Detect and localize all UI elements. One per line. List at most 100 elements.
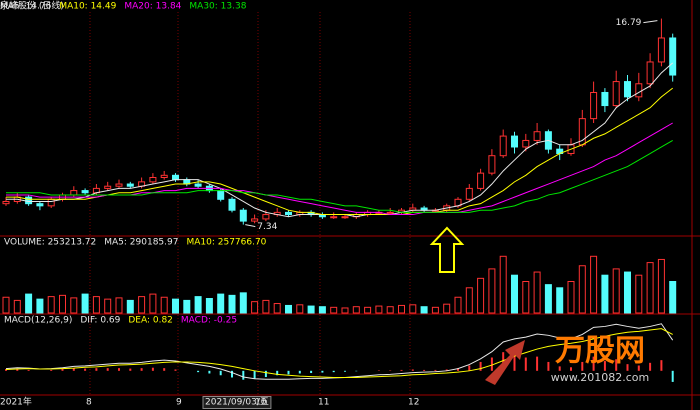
volume-bar xyxy=(13,299,21,314)
legend-entry: MA30: 13.38 xyxy=(189,2,246,12)
volume-bar xyxy=(431,306,439,314)
candle-body xyxy=(285,211,292,216)
candle-body xyxy=(488,155,496,174)
candle-body xyxy=(465,187,473,200)
annotation-arrow xyxy=(643,20,658,24)
volume-bar xyxy=(398,304,405,314)
volume-bar xyxy=(273,303,281,314)
volume-bar xyxy=(511,274,518,314)
volume-bar xyxy=(544,284,552,314)
x-tick-label: 12 xyxy=(408,398,419,408)
candle-body xyxy=(522,139,530,148)
volume-bar xyxy=(183,299,191,314)
volume-bar xyxy=(25,293,33,314)
candle-body xyxy=(25,196,33,205)
volume-bar xyxy=(352,306,360,314)
candle-body xyxy=(657,37,665,63)
volume-bar xyxy=(126,299,134,314)
volume-bar xyxy=(239,292,247,314)
volume-bar xyxy=(92,296,100,314)
legend-entry: DEA: 0.82 xyxy=(128,316,173,326)
candle-body xyxy=(81,190,89,194)
candle-body xyxy=(115,183,123,187)
volume-bar xyxy=(454,296,462,314)
candle-body xyxy=(624,81,631,98)
legend-entry: MA5: 290185.97 xyxy=(104,238,178,248)
volume-bar xyxy=(115,297,123,314)
volume-bar xyxy=(477,277,485,314)
indicator-line xyxy=(6,140,673,213)
legend-entry: VOLUME: 253213.72 xyxy=(4,238,96,248)
candle-body xyxy=(590,91,598,120)
volume-bar xyxy=(307,305,315,314)
volume-bar xyxy=(465,287,473,314)
volume-bar xyxy=(104,298,112,314)
volume-bar xyxy=(217,293,225,314)
volume-bar xyxy=(138,296,146,314)
volume-bar xyxy=(160,296,168,314)
volume-bar xyxy=(556,287,564,314)
volume-bar xyxy=(386,306,394,314)
candle-body xyxy=(635,83,643,98)
indicator-line xyxy=(5,328,673,378)
chart-title: 泉峰股份 (日线) xyxy=(0,0,64,12)
volume-bar xyxy=(262,299,270,314)
candle-body xyxy=(533,131,541,141)
volume-bar xyxy=(601,274,609,314)
watermark-title: 万股网 xyxy=(555,334,645,369)
candle-body xyxy=(104,185,112,189)
cursor-date: 2021/09/03/五 xyxy=(205,398,269,408)
candle-body xyxy=(172,174,179,181)
legend-entry: DIF: 0.69 xyxy=(80,316,120,326)
candle-body xyxy=(2,200,10,205)
candle-body xyxy=(217,190,225,200)
indicator-line xyxy=(6,87,674,216)
candle-body xyxy=(149,177,157,183)
candle-body xyxy=(330,216,338,219)
volume-bar xyxy=(567,281,575,314)
x-tick-label: 2021年 xyxy=(0,396,32,408)
volume-bar xyxy=(59,294,66,314)
volume-bar xyxy=(522,281,530,314)
volume-bar xyxy=(409,304,417,314)
legend-entry: MACD: -0.25 xyxy=(181,316,237,326)
volume-bar xyxy=(251,301,259,314)
candle-body xyxy=(194,183,202,187)
legend-entry: MA10: 257766.70 xyxy=(186,238,266,248)
volume-bar xyxy=(499,255,507,314)
volume-bar xyxy=(47,296,55,314)
volume-bar xyxy=(657,258,665,314)
volume-bar xyxy=(364,306,372,314)
candle-body xyxy=(262,214,270,220)
legend-entry: MA5: 14.76 xyxy=(0,2,52,12)
candle-body xyxy=(601,91,609,107)
watermark: 万股网 www.201082.com xyxy=(485,334,649,385)
legend-entry: MACD(12,26,9) xyxy=(4,316,72,326)
volume-bar xyxy=(533,271,541,314)
candle-body xyxy=(477,172,485,189)
candle-body xyxy=(341,216,349,219)
up-arrow xyxy=(429,226,465,273)
low-annotation: 7.34 xyxy=(257,222,277,232)
volume-bar xyxy=(635,274,643,314)
cursor-date-box xyxy=(202,396,272,409)
high-annotation: 16.79 xyxy=(616,18,642,28)
x-tick-label: 8 xyxy=(86,398,92,408)
candle-body xyxy=(251,218,259,222)
volume-bar xyxy=(330,306,338,314)
volume-bar xyxy=(590,255,598,314)
annotation-arrow xyxy=(245,224,256,228)
candle-body xyxy=(239,209,247,222)
candle-body xyxy=(669,37,677,76)
volume-bar xyxy=(205,298,213,314)
volume-bar xyxy=(646,262,654,314)
candle-body xyxy=(47,198,55,207)
legend-entry: MA20: 13.84 xyxy=(124,2,181,12)
x-tick-label: 9 xyxy=(176,398,182,408)
volume-bar xyxy=(296,304,304,314)
volume-bar xyxy=(81,293,89,314)
volume-bar xyxy=(341,307,349,314)
candle-body xyxy=(511,135,518,148)
month-grid xyxy=(89,12,411,395)
